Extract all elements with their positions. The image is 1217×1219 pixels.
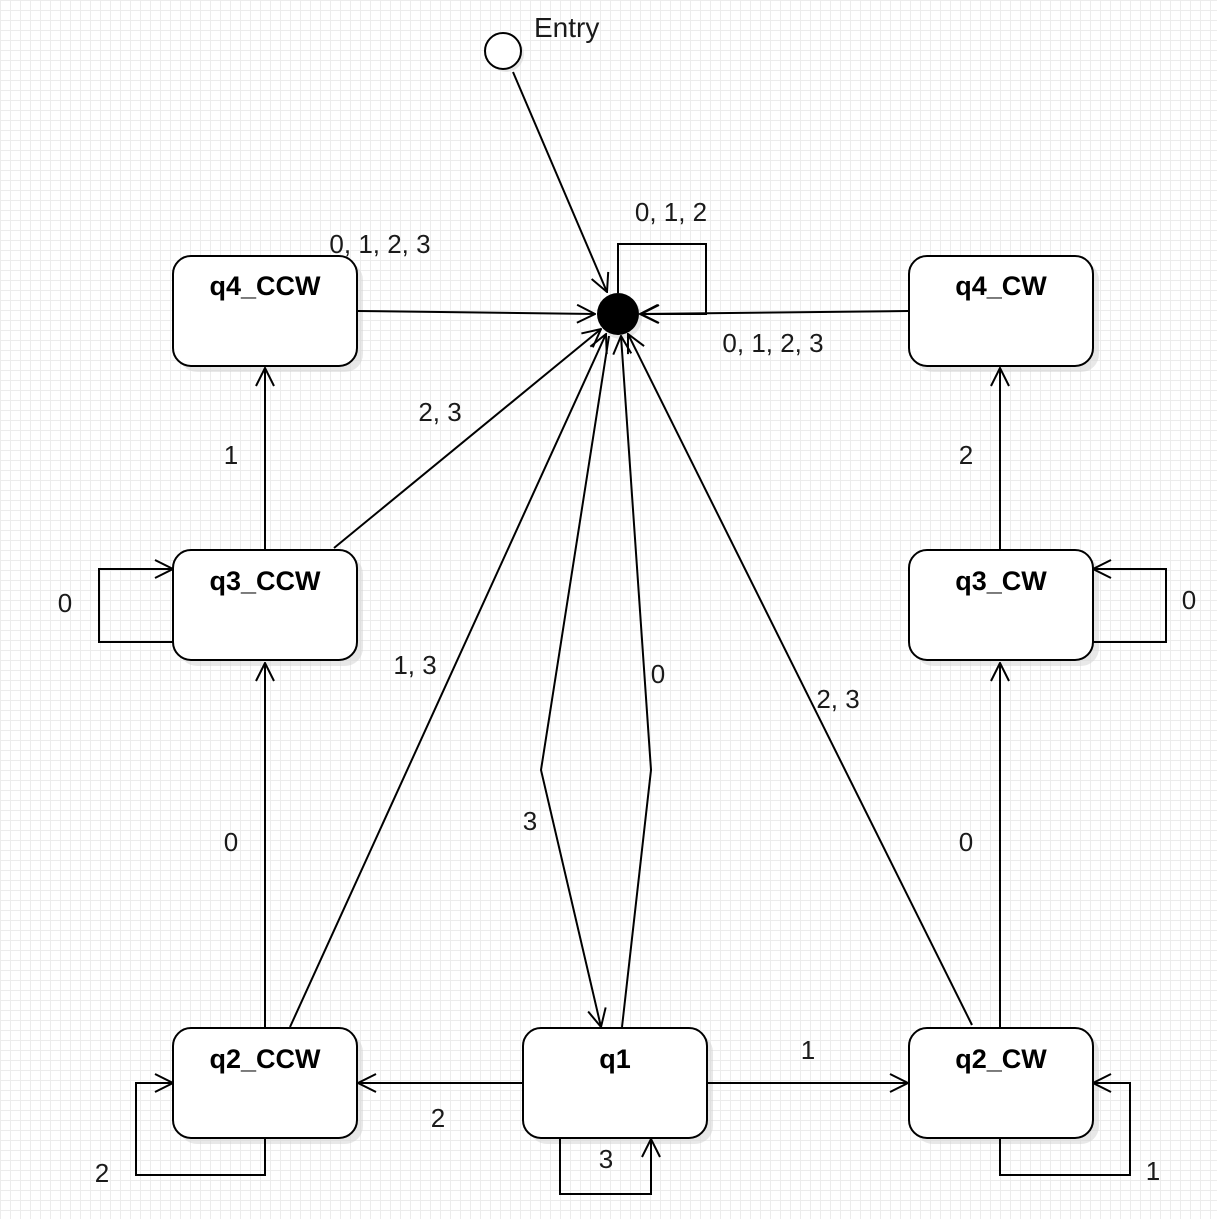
label-q3cw-self: 0 bbox=[1182, 585, 1196, 615]
entry-node[interactable] bbox=[484, 32, 522, 70]
label-q2cw-to-final: 2, 3 bbox=[816, 684, 859, 714]
state-q1-title: q1 bbox=[599, 1044, 631, 1074]
state-q3-ccw[interactable]: q3_CCW bbox=[172, 549, 358, 661]
state-q2-ccw-title: q2_CCW bbox=[209, 1044, 321, 1074]
edge-q4cw-to-final bbox=[640, 311, 909, 314]
state-q1-box bbox=[522, 1027, 708, 1139]
state-q2-cw-title: q2_CW bbox=[955, 1044, 1047, 1074]
state-q4-cw[interactable]: q4_CW bbox=[908, 255, 1094, 367]
edge-q2ccw-self bbox=[135, 1083, 266, 1176]
state-q4-cw-box bbox=[908, 255, 1094, 367]
entry-label: Entry bbox=[534, 12, 599, 43]
state-q3-cw-box bbox=[908, 549, 1094, 661]
label-q3ccw-to-final: 2, 3 bbox=[418, 397, 461, 427]
label-q1-to-q2ccw: 2 bbox=[431, 1103, 445, 1133]
label-q3ccw-self: 0 bbox=[58, 588, 72, 618]
state-q4-cw-title: q4_CW bbox=[955, 271, 1047, 301]
label-q2ccw-to-final: 1, 3 bbox=[393, 650, 436, 680]
state-q2-cw-box bbox=[908, 1027, 1094, 1139]
state-q2-cw[interactable]: q2_CW bbox=[908, 1027, 1094, 1139]
label-q2ccw-self: 2 bbox=[95, 1158, 109, 1188]
state-q4-ccw-title: q4_CCW bbox=[209, 271, 321, 301]
label-q4ccw-to-final: 0, 1, 2, 3 bbox=[329, 229, 430, 259]
edge-q1-to-final bbox=[621, 336, 653, 1028]
edge-entry-to-final bbox=[512, 71, 607, 292]
edge-q4ccw-to-final bbox=[357, 311, 595, 314]
label-q2cw-to-q3cw: 0 bbox=[959, 827, 973, 857]
label-q2cw-self: 1 bbox=[1146, 1156, 1160, 1186]
label-q2ccw-to-q3ccw: 0 bbox=[224, 827, 238, 857]
label-q1-to-final: 0 bbox=[651, 659, 665, 689]
state-q3-cw[interactable]: q3_CW bbox=[908, 549, 1094, 661]
edge-q3cw-self bbox=[1093, 569, 1167, 643]
state-q3-ccw-box bbox=[172, 549, 358, 661]
label-q1-to-q2cw: 1 bbox=[801, 1035, 815, 1065]
label-q1-self: 3 bbox=[599, 1144, 613, 1174]
label-q4cw-to-final: 0, 1, 2, 3 bbox=[722, 328, 823, 358]
edge-q3ccw-to-final bbox=[333, 329, 601, 549]
state-q3-cw-title: q3_CW bbox=[955, 566, 1047, 596]
edge-final-to-q1 bbox=[539, 335, 610, 1027]
state-q4-ccw[interactable]: q4_CCW bbox=[172, 255, 358, 367]
state-q2-ccw[interactable]: q2_CCW bbox=[172, 1027, 358, 1139]
edge-q3ccw-self bbox=[98, 569, 173, 643]
state-q3-ccw-title: q3_CCW bbox=[209, 566, 321, 596]
final-node[interactable] bbox=[597, 293, 639, 335]
state-q4-ccw-box bbox=[172, 255, 358, 367]
state-q1[interactable]: q1 bbox=[522, 1027, 708, 1139]
edge-q2ccw-to-final bbox=[289, 334, 606, 1028]
label-q3ccw-to-q4ccw: 1 bbox=[224, 440, 238, 470]
label-q3cw-to-q4cw: 2 bbox=[959, 440, 973, 470]
state-q2-ccw-box bbox=[172, 1027, 358, 1139]
edge-q2cw-to-final bbox=[628, 334, 973, 1026]
label-final-self: 0, 1, 2 bbox=[635, 197, 707, 227]
edge-q2cw-self bbox=[999, 1083, 1131, 1176]
edge-q1-self bbox=[559, 1139, 651, 1195]
label-final-to-q1: 3 bbox=[523, 806, 537, 836]
